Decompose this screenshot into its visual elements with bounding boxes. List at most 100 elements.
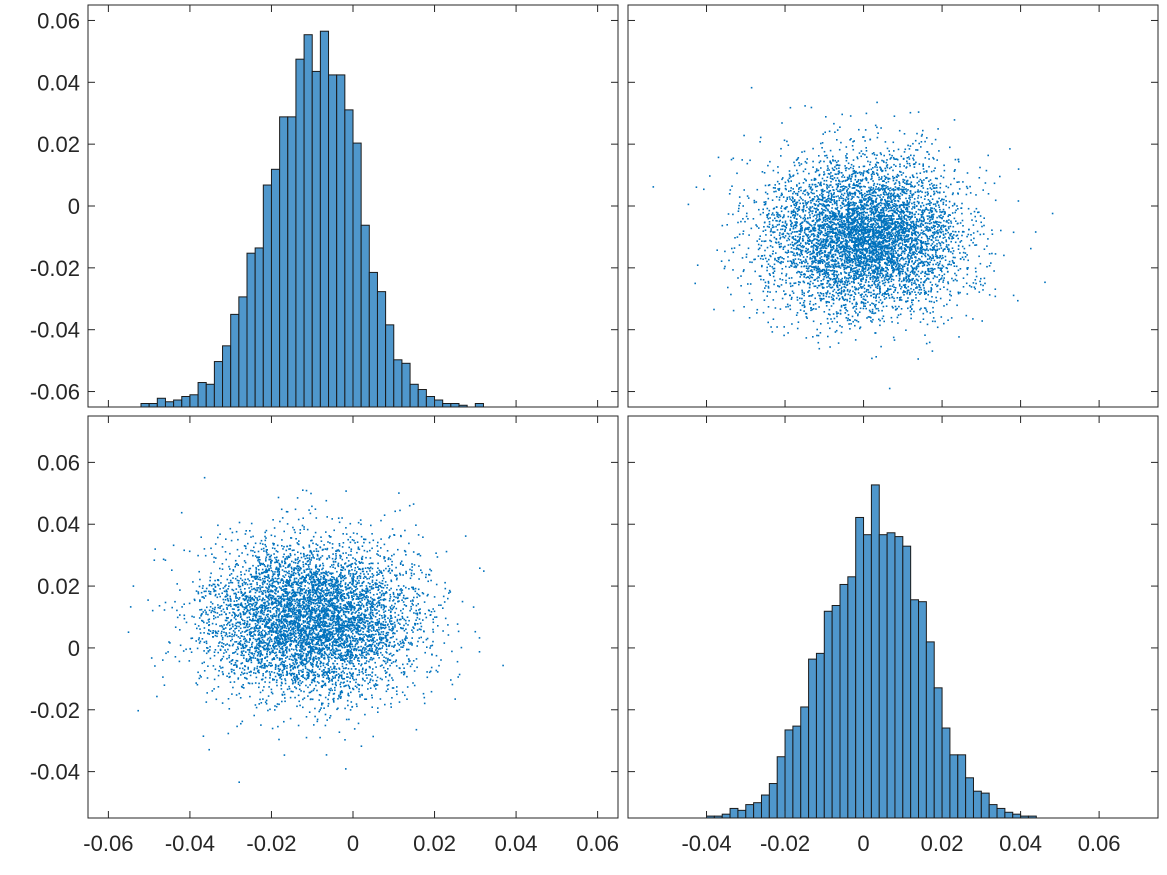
scatter-point xyxy=(894,261,897,263)
scatter-point xyxy=(943,198,945,201)
scatter-point xyxy=(828,283,831,285)
scatter-point xyxy=(916,259,919,262)
scatter-point xyxy=(885,220,887,223)
scatter-point xyxy=(853,212,856,214)
scatter-point xyxy=(826,215,829,217)
scatter-point xyxy=(818,155,820,157)
scatter-point xyxy=(894,238,897,240)
scatter-point xyxy=(933,207,936,210)
scatter-point xyxy=(817,292,819,294)
scatter-point xyxy=(879,152,882,154)
scatter-point xyxy=(823,268,825,271)
scatter-point xyxy=(887,178,889,180)
scatter-point xyxy=(775,190,777,193)
scatter-point xyxy=(838,229,841,231)
scatter-point xyxy=(904,182,906,184)
scatter-point xyxy=(842,246,844,248)
scatter-point xyxy=(833,299,835,301)
scatter-point xyxy=(813,243,815,246)
scatter-point xyxy=(950,183,952,186)
scatter-point xyxy=(932,306,934,309)
scatter-point xyxy=(826,219,829,222)
scatter-point xyxy=(934,237,937,239)
scatter-point xyxy=(956,181,958,183)
scatter-point xyxy=(911,225,913,228)
scatter-point xyxy=(767,263,770,265)
scatter-point xyxy=(897,210,900,212)
scatter-point xyxy=(835,173,837,176)
scatter-point xyxy=(844,312,847,314)
scatter-point xyxy=(975,282,977,285)
scatter-point xyxy=(764,249,766,252)
scatter-point xyxy=(812,252,814,255)
scatter-point xyxy=(866,191,869,193)
scatter-point xyxy=(816,271,818,274)
scatter-point xyxy=(792,174,795,177)
scatter-point xyxy=(831,270,833,272)
scatter-point xyxy=(938,248,941,250)
histogram-bar xyxy=(425,396,436,407)
scatter-point xyxy=(948,219,950,221)
scatter-point xyxy=(837,219,839,221)
scatter-point xyxy=(861,265,863,268)
scatter-point xyxy=(848,236,850,239)
scatter-point xyxy=(836,129,839,131)
scatter-point xyxy=(811,257,813,260)
scatter-point xyxy=(731,185,733,187)
histogram-bar xyxy=(164,401,175,407)
scatter-point xyxy=(875,299,878,302)
scatter-point xyxy=(798,206,800,208)
scatter-point xyxy=(876,287,879,289)
scatter-point xyxy=(945,239,947,241)
scatter-point xyxy=(980,283,982,286)
scatter-point xyxy=(937,267,940,269)
scatter-point xyxy=(893,249,895,251)
scatter-point xyxy=(920,281,922,284)
scatter-point xyxy=(809,258,811,260)
scatter-point xyxy=(871,172,874,175)
scatter-point xyxy=(873,194,875,197)
scatter-point xyxy=(694,282,696,285)
scatter-point xyxy=(914,231,916,234)
scatter-point xyxy=(867,301,869,303)
scatter-point xyxy=(862,221,864,223)
scatter-point xyxy=(882,207,884,210)
scatter-point xyxy=(895,226,898,229)
scatter-point xyxy=(894,247,896,250)
scatter-point xyxy=(903,211,905,213)
scatter-point xyxy=(893,339,896,341)
histogram-bar xyxy=(385,324,395,407)
scatter-point xyxy=(835,270,837,273)
scatter-point xyxy=(857,245,860,247)
scatter-point xyxy=(752,218,755,220)
scatter-point xyxy=(877,283,879,285)
scatter-point xyxy=(936,249,938,252)
scatter-point xyxy=(921,231,924,234)
scatter-point xyxy=(798,188,800,190)
scatter-point xyxy=(784,187,787,190)
scatter-point xyxy=(806,206,808,209)
scatter-point xyxy=(890,238,893,240)
scatter-point xyxy=(806,227,809,229)
scatter-point xyxy=(859,212,861,214)
scatter-point xyxy=(982,233,985,235)
scatter-point xyxy=(840,251,842,254)
scatter-point xyxy=(893,300,896,302)
scatter-point xyxy=(832,297,834,300)
scatter-point xyxy=(838,280,840,282)
scatter-point xyxy=(928,227,931,229)
scatter-point xyxy=(913,207,916,209)
scatter-point xyxy=(795,266,797,269)
scatter-point xyxy=(826,301,829,303)
scatter-point xyxy=(844,242,847,245)
scatter-point xyxy=(892,268,894,271)
scatter-point xyxy=(920,242,923,245)
scatter-point xyxy=(949,299,951,301)
scatter-point xyxy=(828,218,831,220)
scatter-point xyxy=(890,273,893,275)
scatter-point xyxy=(876,209,879,212)
scatter-point xyxy=(874,229,877,231)
scatter-point xyxy=(807,291,809,293)
scatter-point xyxy=(835,208,837,210)
scatter-point xyxy=(883,295,885,298)
